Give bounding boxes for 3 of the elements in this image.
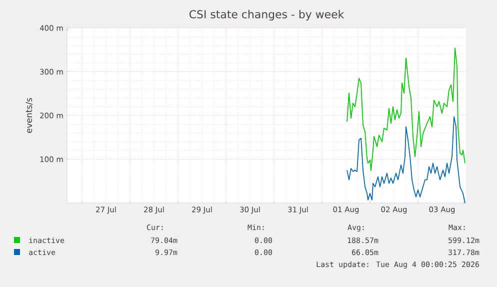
chart-title: CSI state changes - by week — [189, 10, 344, 21]
line-series — [346, 48, 466, 172]
y-axis-title: events/s — [26, 98, 33, 133]
